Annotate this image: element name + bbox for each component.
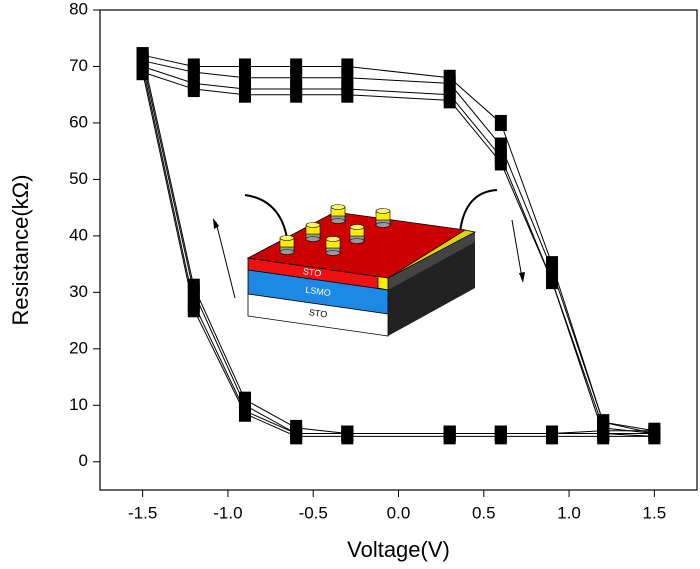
- data-point: [546, 273, 559, 290]
- y-tick-label: 50: [69, 169, 88, 188]
- y-tick-label: 60: [69, 112, 88, 131]
- pillar-top: [325, 236, 341, 242]
- x-tick-label: 0.5: [472, 503, 496, 522]
- pillar-base-bottom: [325, 250, 341, 256]
- data-point: [290, 58, 303, 75]
- pillar-top: [375, 208, 391, 214]
- y-tick-label: 30: [69, 282, 88, 301]
- data-point: [443, 92, 456, 109]
- pillar-top: [279, 235, 295, 241]
- data-point: [546, 256, 559, 273]
- wire: [459, 189, 498, 233]
- data-point: [187, 301, 200, 318]
- layer-sto: [247, 293, 389, 337]
- data-point: [187, 81, 200, 98]
- data-point: [290, 86, 303, 103]
- x-tick-label: 1.0: [557, 503, 581, 522]
- y-tick-label: 80: [69, 0, 88, 18]
- data-point: [238, 58, 251, 75]
- data-point: [494, 425, 507, 442]
- pillar-base-bottom: [305, 236, 321, 242]
- side-face: [388, 232, 475, 290]
- data-point: [494, 154, 507, 171]
- arrow: [511, 219, 523, 279]
- arrow: [215, 221, 236, 299]
- x-axis-label: Voltage(V): [347, 537, 450, 562]
- inset-label: LSMO: [305, 285, 332, 298]
- pillar-top: [349, 224, 365, 230]
- data-point: [238, 391, 251, 408]
- pillar-base-bottom: [375, 222, 391, 228]
- pillar-top: [305, 222, 321, 228]
- data-point: [443, 425, 456, 442]
- x-tick-label: -1.0: [213, 503, 242, 522]
- data-point: [494, 137, 507, 154]
- series-group: [136, 47, 661, 445]
- data-point: [494, 114, 507, 131]
- pillar-base-bottom: [279, 249, 295, 255]
- side-face: [388, 232, 475, 336]
- data-point: [443, 69, 456, 86]
- y-tick-label: 0: [79, 451, 88, 470]
- wire: [244, 194, 288, 239]
- inset-label: STO: [308, 307, 328, 319]
- data-point: [187, 278, 200, 295]
- data-point: [187, 58, 200, 75]
- data-point: [341, 425, 354, 442]
- device-illustration: STO LSMO STO: [213, 189, 525, 337]
- data-point: [648, 422, 661, 439]
- data-point: [136, 64, 149, 81]
- data-point: [546, 425, 559, 442]
- data-point: [341, 58, 354, 75]
- pillar-base-bottom: [349, 238, 365, 244]
- y-tick-label: 70: [69, 56, 88, 75]
- arrow-head: [213, 218, 219, 229]
- data-point: [290, 419, 303, 436]
- data-point: [238, 86, 251, 103]
- pillar-base-bottom: [330, 218, 346, 224]
- y-axis-label: Resistance(kΩ): [8, 175, 33, 326]
- arrow-head: [519, 272, 525, 283]
- y-tick-label: 40: [69, 225, 88, 244]
- x-tick-label: -1.5: [128, 503, 157, 522]
- data-point: [136, 47, 149, 64]
- inset-label: STO: [302, 266, 322, 278]
- data-point: [341, 86, 354, 103]
- x-tick-label: 1.5: [643, 503, 667, 522]
- y-tick-label: 20: [69, 338, 88, 357]
- data-point: [597, 422, 610, 439]
- x-tick-label: 0.0: [387, 503, 411, 522]
- pillar-top: [330, 204, 346, 210]
- data-point: [238, 405, 251, 422]
- y-tick-label: 10: [69, 395, 88, 414]
- x-tick-label: -0.5: [299, 503, 328, 522]
